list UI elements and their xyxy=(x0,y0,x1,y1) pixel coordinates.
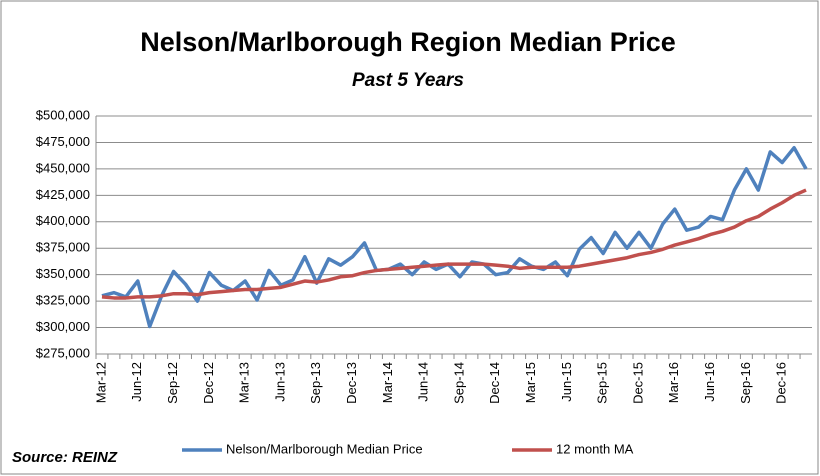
x-tick-label: Sep-15 xyxy=(595,362,610,404)
x-tick-label: Mar-15 xyxy=(523,362,538,403)
x-tick-label: Jun-15 xyxy=(559,362,574,402)
x-tick-label: Sep-13 xyxy=(308,362,323,404)
x-tick-label: Sep-14 xyxy=(451,362,466,404)
chart-title: Nelson/Marlborough Region Median Price xyxy=(140,27,676,57)
series-line xyxy=(101,145,808,329)
x-tick-label: Dec-13 xyxy=(344,362,359,404)
x-tick-label: Sep-12 xyxy=(165,362,180,404)
x-tick-label: Jun-14 xyxy=(416,362,431,402)
x-tick-label: Dec-16 xyxy=(774,362,789,404)
x-tick-label: Jun-16 xyxy=(702,362,717,402)
x-tick-label: Mar-14 xyxy=(380,362,395,403)
y-tick-label: $350,000 xyxy=(36,266,90,281)
x-tick-label: Jun-12 xyxy=(129,362,144,402)
x-tick-label: Dec-14 xyxy=(487,362,502,404)
y-tick-label: $450,000 xyxy=(36,160,90,175)
series-line xyxy=(101,188,807,300)
x-tick-label: Jun-13 xyxy=(272,362,287,402)
y-tick-label: $275,000 xyxy=(36,345,90,360)
x-tick-label: Mar-12 xyxy=(93,362,108,403)
y-tick-label: $325,000 xyxy=(36,293,90,308)
x-tick-label: Mar-13 xyxy=(237,362,252,403)
y-tick-label: $425,000 xyxy=(36,187,90,202)
y-tick-label: $475,000 xyxy=(36,134,90,149)
chart-subtitle: Past 5 Years xyxy=(352,70,464,91)
x-tick-label: Dec-12 xyxy=(201,362,216,404)
y-tick-label: $400,000 xyxy=(36,213,90,228)
x-tick-label: Dec-15 xyxy=(630,362,645,404)
source-note: Source: REINZ xyxy=(12,449,118,466)
legend-label: 12 month MA xyxy=(556,441,634,456)
x-tick-label: Mar-16 xyxy=(666,362,681,403)
x-tick-label: Sep-16 xyxy=(738,362,753,404)
y-tick-label: $300,000 xyxy=(36,319,90,334)
y-tick-label: $500,000 xyxy=(36,107,90,122)
y-tick-label: $375,000 xyxy=(36,240,90,255)
legend-label: Nelson/Marlborough Median Price xyxy=(226,441,423,456)
